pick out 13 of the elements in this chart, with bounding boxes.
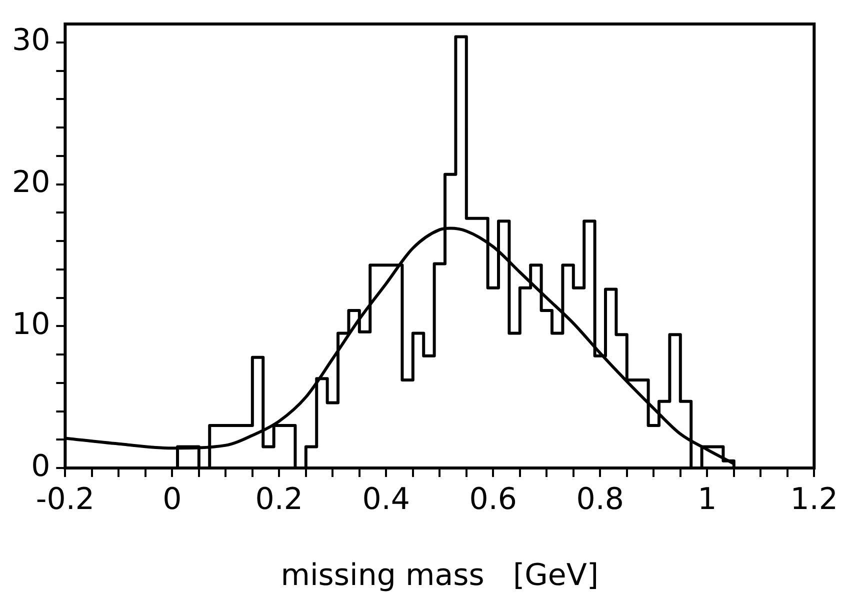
x-tick-label: 0.8: [576, 482, 624, 517]
x-tick-label: 1.2: [790, 482, 838, 517]
y-tick-label: 0: [31, 448, 50, 484]
y-tick-label: 30: [12, 23, 50, 58]
x-tick-label: 0.2: [255, 482, 304, 517]
x-tick-label: 0.6: [469, 482, 518, 517]
x-tick-label: 0.4: [362, 482, 410, 517]
x-axis-title: missing mass [GeV]: [280, 558, 599, 593]
x-tick-label: -0.2: [36, 482, 94, 517]
y-tick-label: 10: [12, 306, 50, 342]
y-tick-label: 20: [12, 165, 50, 200]
x-tick-label: 1: [698, 482, 717, 517]
x-tick-label: 0: [162, 482, 182, 517]
